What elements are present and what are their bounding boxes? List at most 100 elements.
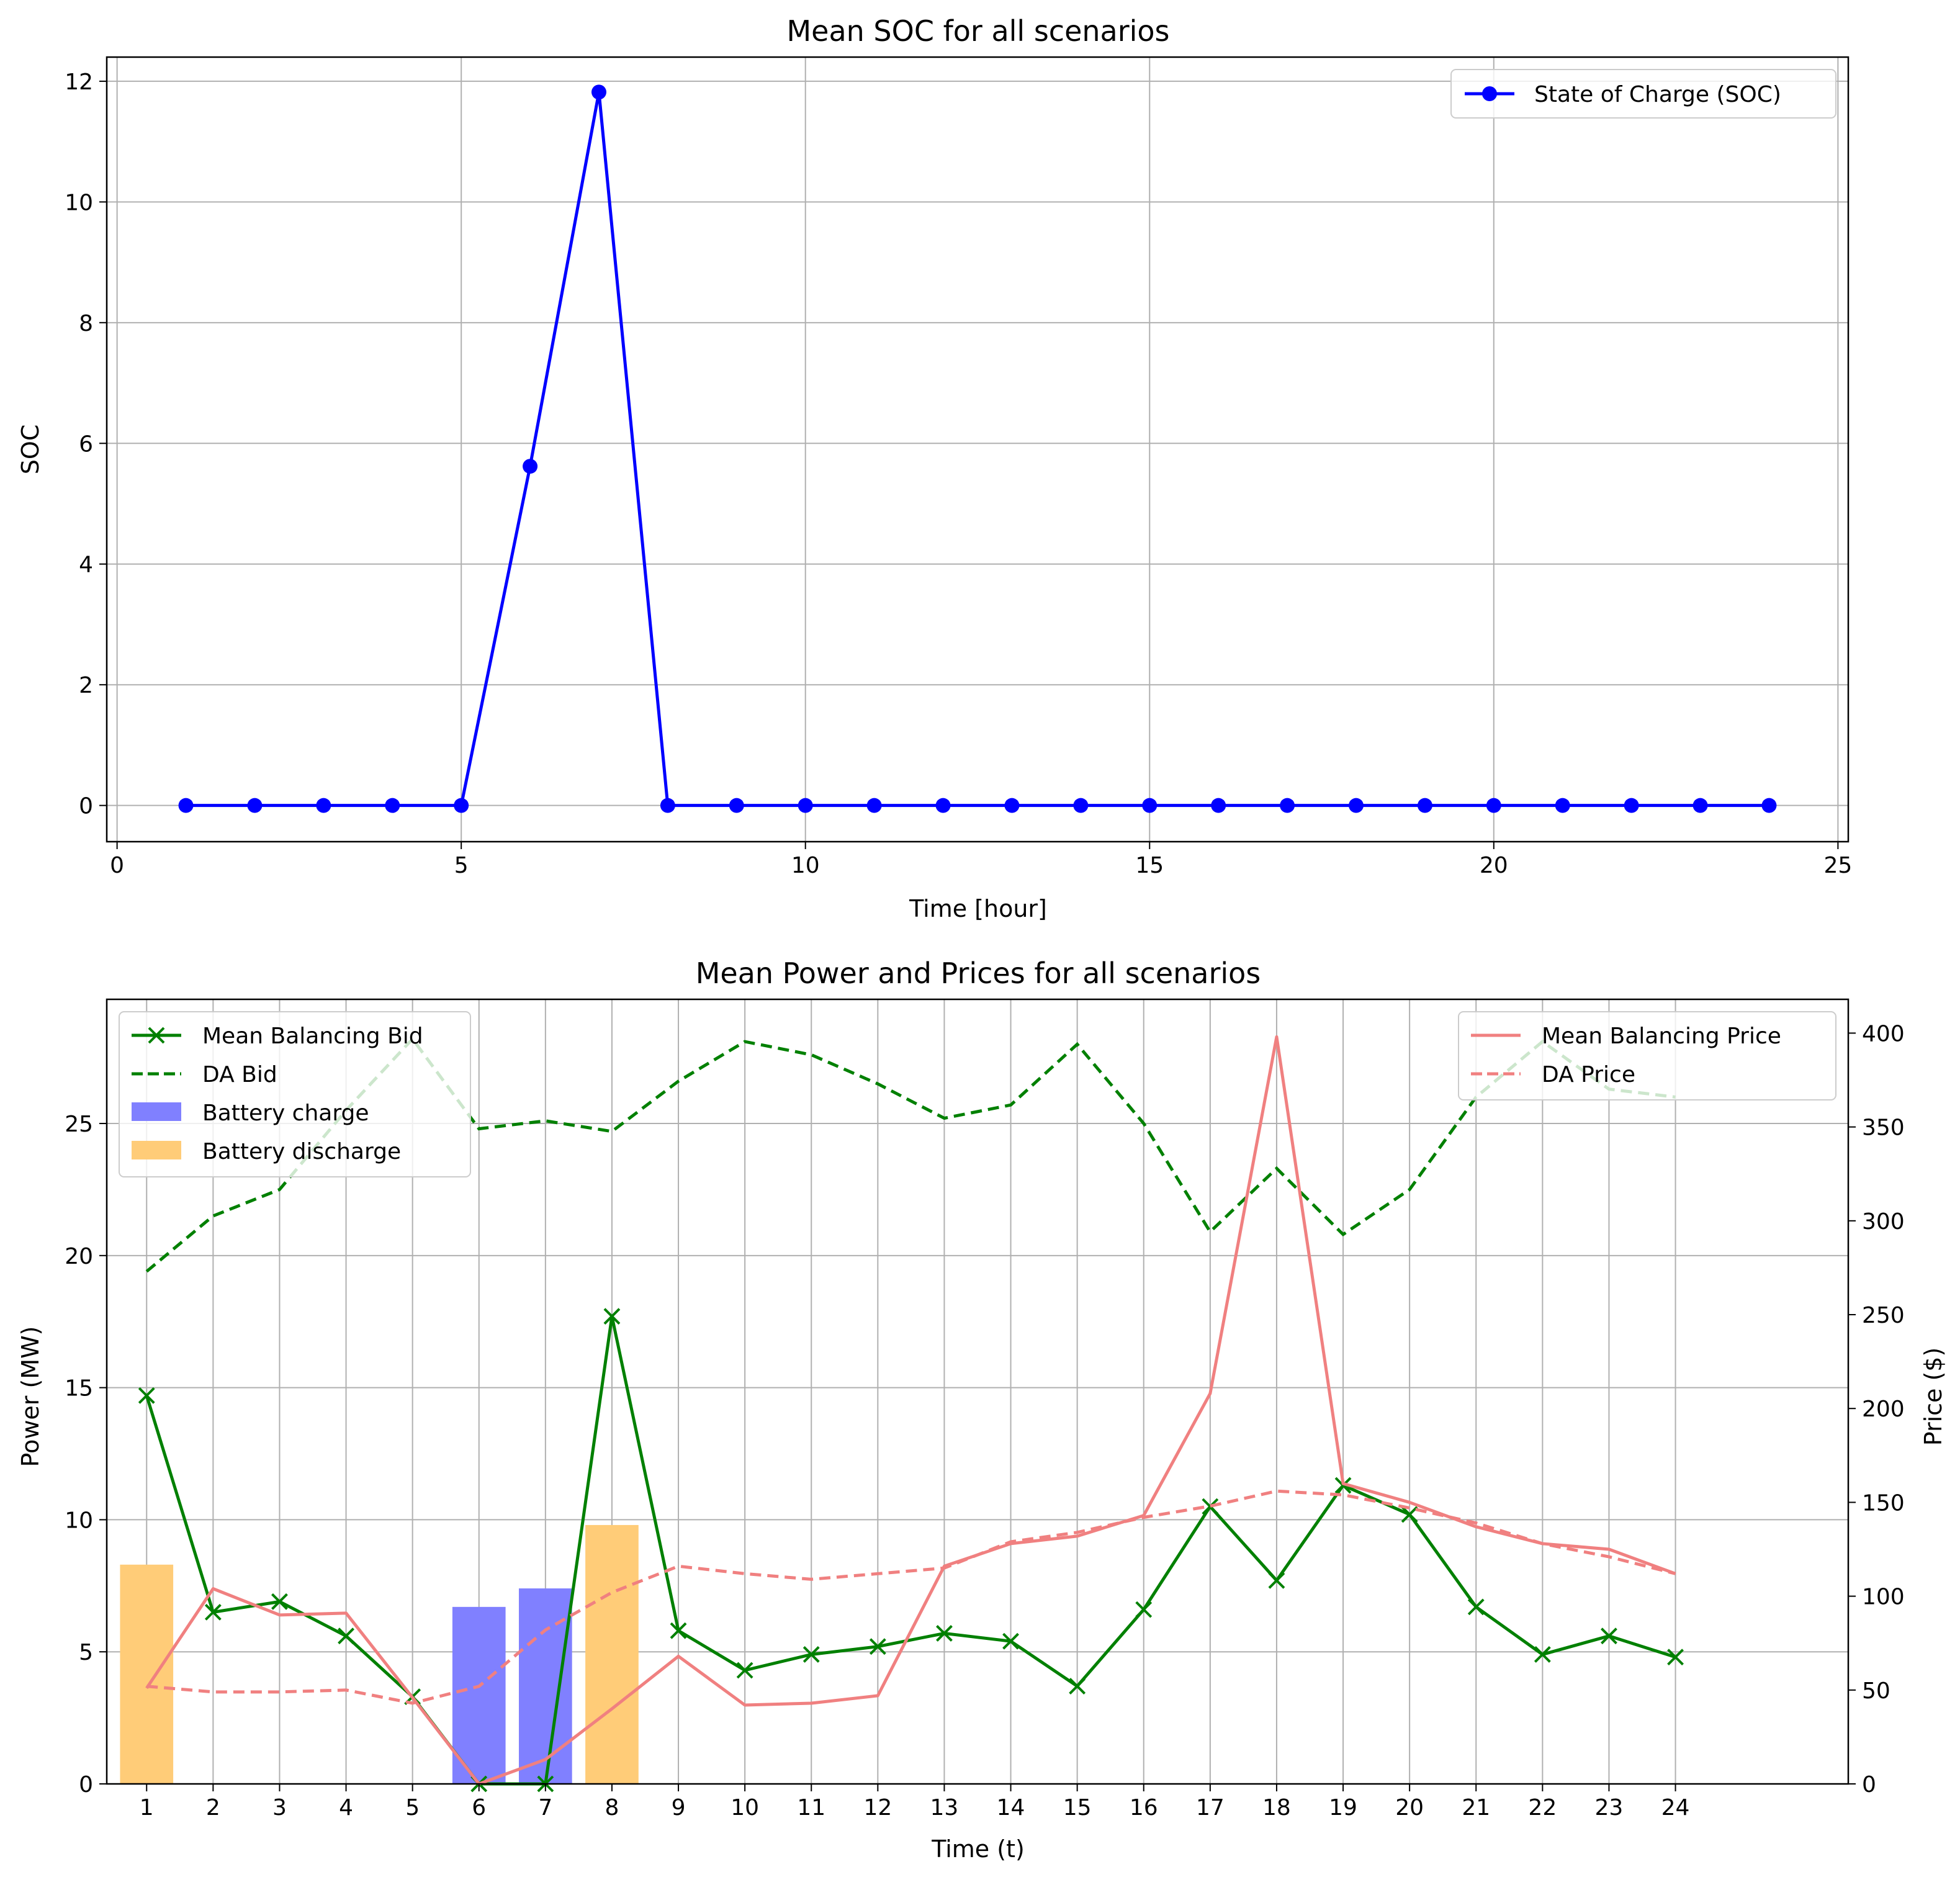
balancing-bid-marker bbox=[1268, 1572, 1285, 1589]
da-bid-line bbox=[145, 1036, 1676, 1273]
soc-point bbox=[1004, 798, 1020, 813]
power-x-tick-label: 5 bbox=[405, 1795, 420, 1821]
price-y-tick-label: 400 bbox=[1862, 1021, 1905, 1047]
soc-point bbox=[1211, 798, 1226, 813]
balancing-bid-marker bbox=[1467, 1598, 1485, 1616]
soc-legend-label: State of Charge (SOC) bbox=[1534, 82, 1781, 107]
legend-da-price-label: DA Price bbox=[1542, 1062, 1635, 1087]
soc-point bbox=[1280, 798, 1295, 813]
price-y-tick-label: 0 bbox=[1862, 1772, 1876, 1798]
soc-y-tick-label: 6 bbox=[79, 431, 93, 457]
power-x-tick-label: 12 bbox=[863, 1795, 892, 1821]
balancing-bid-marker bbox=[1534, 1646, 1551, 1663]
price-lines bbox=[145, 1035, 1676, 1786]
soc-chart-title: Mean SOC for all scenarios bbox=[786, 14, 1169, 48]
power-x-tick-label: 14 bbox=[997, 1795, 1025, 1821]
power-x-tick-label: 20 bbox=[1395, 1795, 1424, 1821]
soc-point bbox=[1142, 798, 1158, 813]
soc-line bbox=[186, 90, 1769, 808]
soc-point bbox=[1417, 798, 1432, 813]
power-x-tick-label: 18 bbox=[1262, 1795, 1291, 1821]
balancing-bid-marker bbox=[1202, 1498, 1219, 1515]
power-price-chart: Mean Power and Prices for all scenarios … bbox=[17, 957, 1947, 1863]
balancing-bid-marker bbox=[271, 1593, 288, 1610]
legend-battery-charge-swatch bbox=[132, 1102, 181, 1121]
soc-point bbox=[178, 798, 194, 813]
soc-y-tick-label: 2 bbox=[79, 673, 93, 698]
power-legend-right: Mean Balancing Price DA Price bbox=[1458, 1011, 1836, 1101]
power-y-ticks: 0 5 10 15 20 25 bbox=[65, 1112, 107, 1798]
soc-point bbox=[729, 798, 744, 813]
power-x-tick-label: 21 bbox=[1462, 1795, 1490, 1821]
power-x-axis-label: Time (t) bbox=[931, 1835, 1025, 1863]
balancing-bid-marker bbox=[936, 1624, 953, 1642]
balancing-bid-marker bbox=[1601, 1627, 1617, 1645]
soc-point bbox=[798, 798, 813, 813]
soc-x-ticks: 0 5 10 15 20 25 bbox=[110, 842, 1852, 878]
power-chart-title: Mean Power and Prices for all scenarios bbox=[696, 957, 1261, 990]
balancing-bid-marker bbox=[138, 1387, 155, 1404]
legend-da-bid-label: DA Bid bbox=[202, 1062, 277, 1087]
power-legend-left-box bbox=[119, 1011, 471, 1177]
power-x-tick-label: 4 bbox=[339, 1795, 353, 1821]
battery-discharge-bar bbox=[585, 1524, 639, 1784]
legend-battery-discharge-swatch bbox=[132, 1141, 181, 1159]
soc-x-tick-label: 0 bbox=[110, 853, 124, 878]
power-lines bbox=[138, 1036, 1684, 1793]
price-y-tick-label: 300 bbox=[1862, 1209, 1905, 1235]
soc-chart: Mean SOC for all scenarios 0 5 10 15 20 25 0 2… bbox=[17, 14, 1852, 922]
power-x-tick-label: 1 bbox=[140, 1795, 154, 1821]
soc-point bbox=[935, 798, 951, 813]
power-x-tick-label: 9 bbox=[672, 1795, 686, 1821]
soc-point bbox=[454, 798, 469, 813]
soc-point bbox=[1624, 798, 1639, 813]
balancing-bid-marker bbox=[1401, 1506, 1418, 1523]
balancing-bid-marker bbox=[1069, 1678, 1086, 1695]
power-y-tick-label: 5 bbox=[79, 1640, 93, 1665]
power-x-tick-label: 19 bbox=[1329, 1795, 1357, 1821]
soc-point bbox=[1073, 798, 1089, 813]
power-y-tick-label: 10 bbox=[65, 1508, 93, 1533]
power-x-tick-label: 11 bbox=[797, 1795, 825, 1821]
soc-point bbox=[1693, 798, 1708, 813]
soc-plot-area bbox=[178, 84, 1777, 813]
soc-legend-box bbox=[1450, 69, 1836, 119]
legend-balancing-bid-marker bbox=[148, 1027, 165, 1044]
power-x-tick-label: 10 bbox=[731, 1795, 759, 1821]
soc-y-axis-label: SOC bbox=[17, 425, 44, 475]
soc-x-tick-label: 15 bbox=[1135, 853, 1164, 878]
balancing-bid-marker bbox=[603, 1308, 621, 1325]
battery-bars bbox=[120, 1524, 639, 1784]
soc-gridlines bbox=[107, 57, 1848, 842]
soc-y-tick-label: 8 bbox=[79, 311, 93, 336]
balancing-bid-marker bbox=[802, 1646, 820, 1663]
soc-point bbox=[660, 798, 675, 813]
balancing-bid-marker bbox=[869, 1638, 886, 1655]
balancing-bid-line bbox=[145, 1315, 1676, 1786]
price-y-ticks: 0 50 100 150 200 250 300 350 400 bbox=[1848, 1021, 1905, 1798]
price-y-tick-label: 150 bbox=[1862, 1490, 1905, 1516]
power-x-tick-label: 22 bbox=[1528, 1795, 1557, 1821]
soc-x-axis-label: Time [hour] bbox=[909, 895, 1047, 922]
soc-x-tick-label: 20 bbox=[1480, 853, 1508, 878]
soc-legend-marker bbox=[1482, 86, 1497, 101]
legend-balancing-bid-label: Mean Balancing Bid bbox=[202, 1024, 423, 1049]
soc-y-ticks: 0 2 4 6 8 10 12 bbox=[65, 70, 107, 819]
power-x-tick-label: 13 bbox=[930, 1795, 959, 1821]
soc-x-tick-label: 5 bbox=[454, 853, 469, 878]
soc-y-tick-label: 4 bbox=[79, 552, 93, 578]
soc-point bbox=[523, 459, 538, 474]
soc-y-tick-label: 12 bbox=[65, 70, 93, 95]
power-x-ticks: 1 2 3 4 5 6 7 8 9 10 11 12 13 14 15 16 17 18 19 20 21 22 23 24 bbox=[140, 1784, 1689, 1821]
soc-y-tick-label: 0 bbox=[79, 794, 93, 819]
power-x-tick-label: 15 bbox=[1063, 1795, 1092, 1821]
price-y-tick-label: 350 bbox=[1862, 1115, 1905, 1141]
price-y-tick-label: 50 bbox=[1862, 1678, 1890, 1704]
legend-balancing-price-label: Mean Balancing Price bbox=[1542, 1024, 1781, 1049]
price-y-tick-label: 200 bbox=[1862, 1397, 1905, 1422]
power-y-tick-label: 0 bbox=[79, 1772, 93, 1798]
balancing-bid-marker bbox=[670, 1622, 687, 1639]
soc-point bbox=[1761, 798, 1777, 813]
soc-y-tick-label: 10 bbox=[65, 190, 93, 215]
